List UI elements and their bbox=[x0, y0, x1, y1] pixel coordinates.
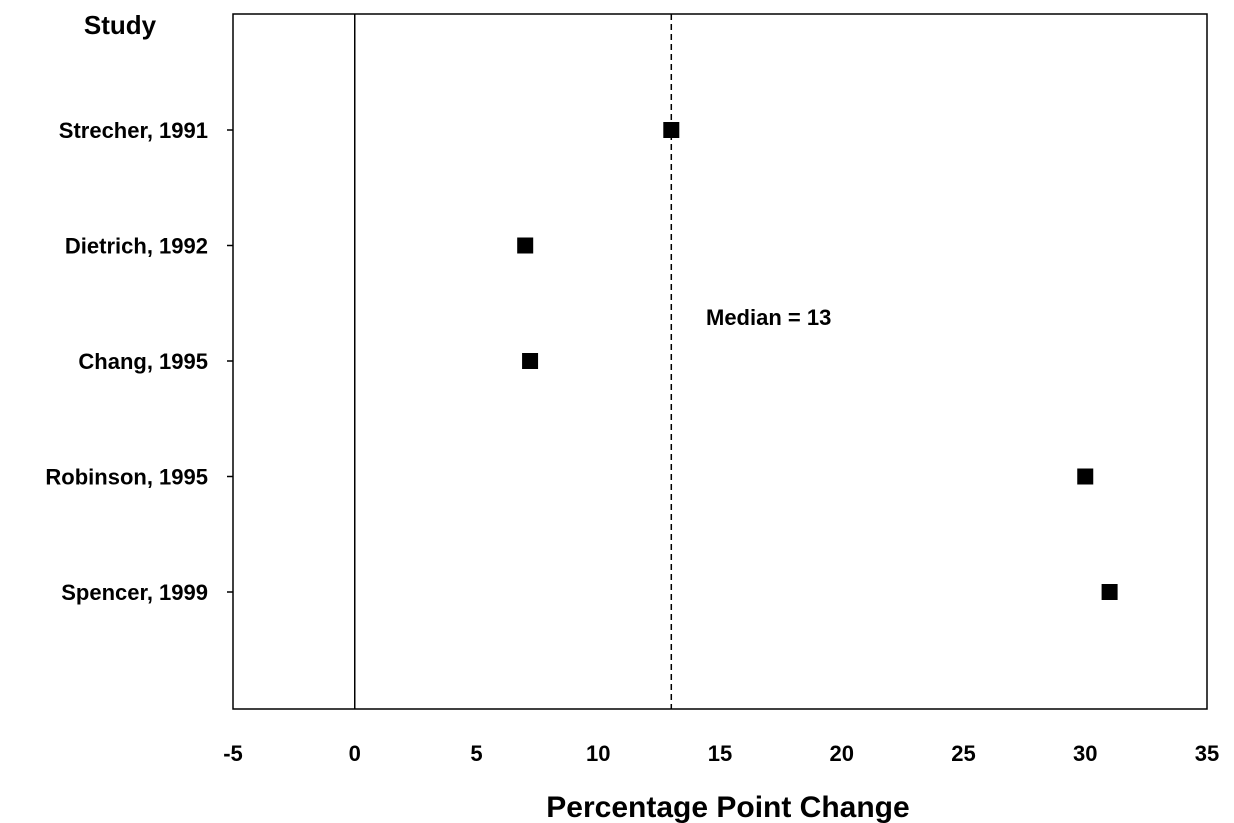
y-axis-ticks bbox=[227, 129, 233, 593]
reference-lines bbox=[354, 14, 673, 709]
study-labels: Strecher, 1991 Dietrich, 1992 Chang, 1995 R… bbox=[45, 118, 208, 605]
study-label: Spencer, 1999 bbox=[61, 580, 208, 605]
plot-frame bbox=[232, 13, 1208, 710]
x-tick-label: 20 bbox=[830, 741, 854, 766]
x-tick-label: 15 bbox=[708, 741, 732, 766]
x-tick-label: 10 bbox=[586, 741, 610, 766]
x-tick-label: 25 bbox=[951, 741, 975, 766]
study-marker bbox=[663, 122, 680, 138]
study-label: Dietrich, 1992 bbox=[65, 234, 208, 259]
x-axis-tick-labels: -5 0 5 10 15 20 25 30 35 bbox=[223, 741, 1219, 766]
study-label: Strecher, 1991 bbox=[59, 118, 208, 143]
x-tick-label: 30 bbox=[1073, 741, 1097, 766]
x-tick-label: 0 bbox=[349, 741, 361, 766]
study-label: Chang, 1995 bbox=[78, 349, 208, 374]
data-markers bbox=[517, 122, 1118, 600]
study-marker bbox=[522, 353, 539, 369]
x-tick-label: 5 bbox=[470, 741, 482, 766]
study-marker bbox=[517, 237, 534, 254]
study-marker bbox=[1101, 584, 1118, 600]
study-marker bbox=[1077, 468, 1094, 485]
column-title: Study bbox=[84, 10, 157, 40]
study-label: Robinson, 1995 bbox=[45, 465, 208, 490]
x-tick-label: -5 bbox=[223, 741, 243, 766]
x-tick-label: 35 bbox=[1195, 741, 1219, 766]
median-annotation: Median = 13 bbox=[706, 305, 831, 330]
x-axis-title: Percentage Point Change bbox=[546, 791, 909, 823]
